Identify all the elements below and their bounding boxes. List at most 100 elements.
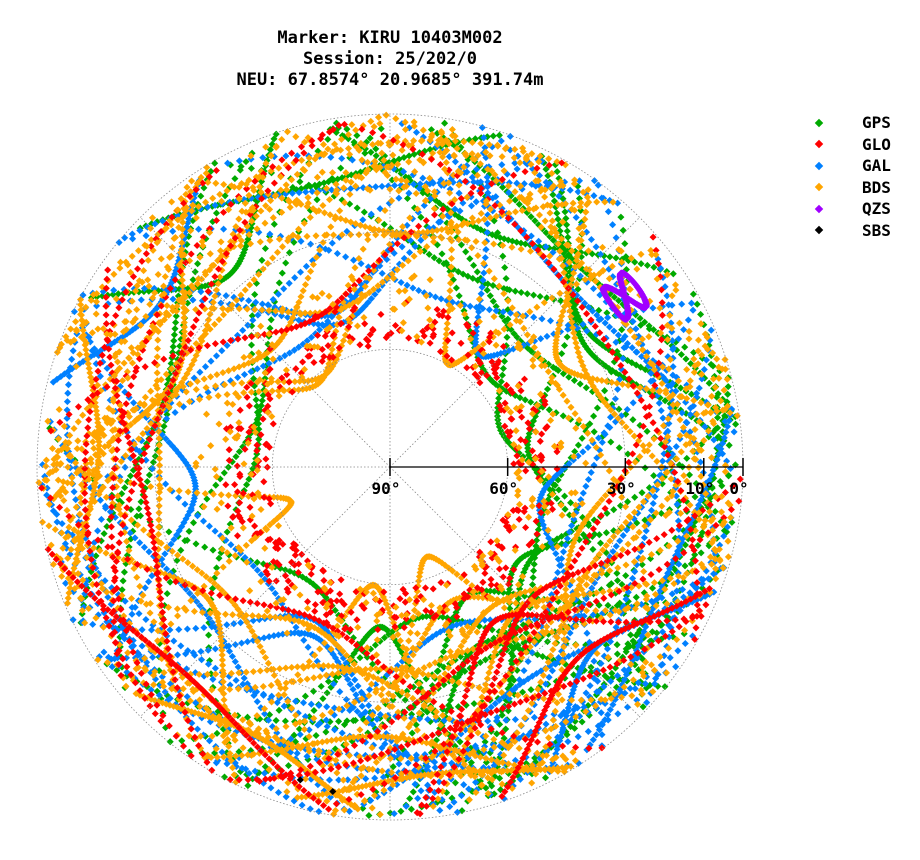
title-position: NEU: 67.8574° 20.9685° 391.74m — [236, 70, 544, 90]
point-bds — [201, 490, 209, 498]
point-gps — [192, 540, 200, 548]
legend-item-gal: GAL — [808, 155, 916, 177]
point-bds — [356, 726, 364, 734]
point-gal — [253, 698, 261, 706]
point-bds — [675, 319, 684, 327]
point-gal — [140, 543, 148, 551]
point-gal — [285, 279, 293, 287]
legend-label-gps: GPS — [862, 113, 891, 132]
point-gal — [378, 182, 386, 190]
point-gps — [502, 274, 510, 283]
point-bds — [256, 667, 264, 675]
point-gal — [97, 515, 105, 523]
point-gal — [612, 234, 620, 242]
point-gal — [222, 292, 230, 300]
point-gps — [372, 152, 380, 160]
point-gal — [274, 788, 283, 797]
point-gal — [193, 725, 202, 733]
point-gal — [623, 703, 632, 711]
point-gal — [136, 539, 144, 547]
point-bds — [517, 245, 525, 253]
point-gps — [215, 554, 223, 562]
point-bds — [685, 327, 693, 335]
point-gal — [365, 701, 373, 710]
point-gps — [523, 290, 531, 298]
point-gps — [511, 287, 519, 295]
point-gal — [485, 306, 493, 314]
point-gps — [558, 350, 566, 358]
point-bds — [257, 207, 265, 215]
point-gps — [247, 341, 256, 349]
point-gal — [162, 480, 170, 488]
point-gal — [466, 302, 474, 310]
point-gal — [513, 165, 521, 173]
point-gps — [543, 294, 551, 302]
point-gps — [493, 730, 501, 738]
point-gal — [299, 699, 308, 707]
point-bds — [472, 237, 480, 246]
point-gal — [100, 648, 108, 656]
point-gps — [553, 209, 561, 217]
point-gps — [560, 341, 569, 350]
point-gps — [455, 292, 463, 300]
point-gps — [145, 471, 153, 479]
point-gps — [244, 782, 252, 790]
point-gps — [527, 686, 535, 694]
point-gps — [612, 254, 620, 262]
point-gps — [604, 601, 612, 609]
point-gal — [397, 278, 405, 287]
point-bds — [192, 385, 200, 394]
legend-item-gps: GPS — [808, 112, 916, 134]
point-gal — [260, 634, 268, 642]
point-gps — [149, 458, 157, 466]
point-gps — [441, 119, 449, 127]
point-gal — [69, 347, 77, 355]
point-gal — [296, 730, 304, 739]
point-gps — [100, 530, 108, 538]
point-bds — [225, 557, 233, 565]
point-gps — [177, 546, 185, 554]
point-gps — [590, 428, 598, 436]
point-gal — [115, 238, 123, 247]
point-gps — [589, 545, 597, 553]
point-gps — [631, 258, 639, 266]
point-gps — [521, 240, 529, 248]
point-gal — [657, 407, 665, 415]
point-gal — [315, 701, 323, 710]
point-gps — [564, 233, 572, 241]
point-gps — [500, 357, 509, 365]
point-gal — [145, 578, 153, 586]
point-gal — [68, 355, 76, 363]
point-gal — [302, 262, 310, 270]
point-gal — [211, 527, 219, 535]
point-bds — [167, 620, 175, 628]
point-gal — [240, 674, 248, 682]
point-gal — [564, 738, 572, 746]
point-gps — [365, 811, 373, 820]
legend-label-gal: GAL — [862, 156, 891, 175]
point-bds — [490, 735, 498, 743]
point-gps — [191, 268, 199, 276]
point-gal — [94, 527, 102, 535]
point-gps — [486, 292, 494, 300]
point-bds — [54, 435, 63, 443]
point-gps — [251, 290, 259, 299]
point-gps — [707, 360, 715, 368]
point-gps — [503, 333, 511, 341]
point-gal — [586, 682, 594, 690]
point-gps — [309, 687, 318, 695]
point-gps — [223, 528, 231, 536]
point-gps — [278, 269, 286, 277]
point-gps — [366, 134, 374, 142]
point-gps — [631, 493, 639, 501]
point-gps — [661, 683, 669, 691]
point-gps — [680, 578, 688, 586]
point-gal — [542, 720, 550, 728]
point-gps — [629, 416, 637, 424]
point-gal — [258, 300, 266, 308]
point-gal — [672, 663, 680, 671]
point-gps — [310, 706, 318, 715]
point-gps — [619, 226, 627, 234]
point-gps — [530, 560, 538, 568]
point-gps — [165, 528, 173, 536]
